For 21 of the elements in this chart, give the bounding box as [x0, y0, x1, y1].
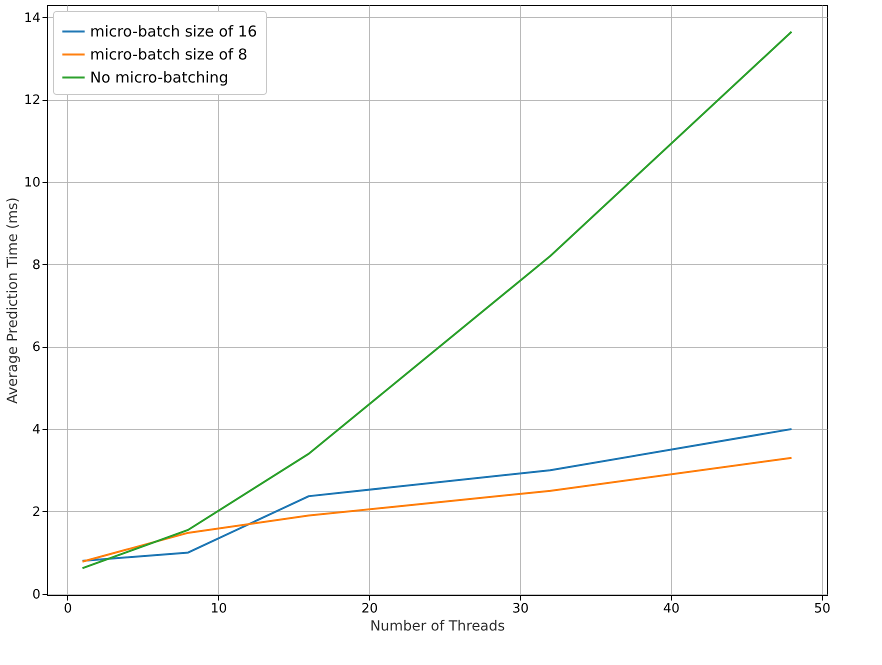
- legend-label: No micro-batching: [90, 68, 228, 86]
- x-tick-label: 0: [64, 602, 72, 616]
- y-tick-label: 8: [32, 258, 40, 273]
- line-series: [81, 428, 793, 562]
- y-tick-label: 10: [24, 176, 40, 191]
- x-axis-title: Number of Threads: [370, 618, 505, 634]
- y-tick-label: 6: [32, 340, 40, 356]
- x-tick-label: 50: [814, 602, 830, 616]
- x-tick-label: 40: [663, 602, 680, 616]
- y-tick-label: 0: [32, 587, 40, 602]
- y-tick-label: 2: [32, 504, 40, 520]
- x-tick-label: 20: [361, 602, 378, 616]
- line-series: [81, 456, 793, 563]
- legend-label: micro-batch size of 8: [90, 46, 248, 64]
- y-tick-label: 12: [24, 93, 40, 108]
- x-tick-label: 10: [210, 602, 228, 616]
- y-axis-title: Average Prediction Time (ms): [4, 197, 21, 404]
- y-tick-label: 14: [24, 10, 40, 26]
- legend-label: micro-batch size of 16: [90, 22, 258, 40]
- x-tick-label: 30: [512, 602, 529, 616]
- y-tick-label: 4: [32, 422, 40, 438]
